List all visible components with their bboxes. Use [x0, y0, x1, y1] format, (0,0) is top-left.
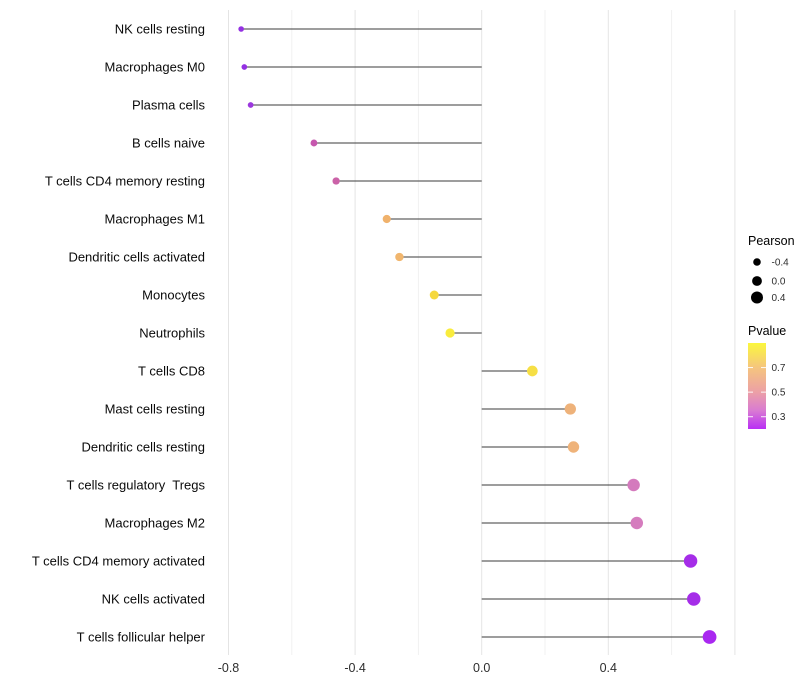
x-tick-label: 0.4 — [600, 661, 617, 675]
pearson-legend-title: Pearson — [748, 234, 795, 248]
lollipop-dot — [567, 441, 580, 453]
category-label: T cells CD8 — [138, 364, 205, 379]
category-label: NK cells activated — [102, 592, 205, 607]
pvalue-colorbar-ticks: 0.7 0.5 0.3 — [748, 363, 786, 423]
pearson-legend-label: 0.0 — [772, 277, 786, 288]
lollipop-dot — [395, 252, 404, 262]
category-label: T cells regulatory Tregs — [67, 478, 206, 493]
category-label: Mast cells resting — [105, 402, 205, 417]
lollipop-dot — [332, 177, 340, 185]
lollipop-dot — [687, 592, 701, 606]
category-label: B cells naive — [132, 136, 205, 151]
x-axis-tick-labels: -0.8 -0.4 0.0 0.4 — [218, 661, 617, 675]
lollipop-dot — [429, 290, 439, 300]
pearson-legend-dot — [753, 258, 761, 266]
pvalue-legend-title: Pvalue — [748, 324, 786, 338]
lollipop-dot — [247, 102, 254, 108]
category-label: T cells CD4 memory activated — [32, 554, 205, 569]
category-label: Dendritic cells activated — [68, 250, 205, 265]
category-label: Macrophages M1 — [105, 212, 205, 227]
x-tick-label: -0.8 — [218, 661, 240, 675]
pearson-legend-dot — [752, 276, 762, 286]
lollipop-stems — [241, 28, 710, 638]
pearson-legend-dot — [751, 291, 763, 304]
x-tick-label: 0.0 — [473, 661, 490, 675]
lollipop-dot — [564, 403, 576, 415]
pvalue-colorbar-legend: Pvalue 0.7 0.5 0.3 — [748, 324, 786, 429]
pvalue-colorbar — [748, 343, 766, 429]
pearson-legend-label: 0.4 — [772, 293, 786, 304]
lollipop-dot — [527, 365, 538, 377]
category-label: NK cells resting — [115, 22, 205, 37]
lollipop-dot — [630, 516, 644, 530]
pvalue-legend-label: 0.3 — [772, 412, 786, 423]
lollipop-dot — [702, 630, 717, 644]
category-label: Dendritic cells resting — [81, 440, 205, 455]
pearson-legend-label: -0.4 — [772, 258, 790, 269]
category-labels: NK cells resting Macrophages M0 Plasma cel… — [32, 22, 206, 645]
category-label: Plasma cells — [132, 98, 205, 113]
pvalue-legend-label: 0.7 — [772, 363, 786, 374]
category-label: Macrophages M2 — [105, 516, 205, 531]
lollipop-dots — [238, 26, 717, 644]
lollipop-dot — [445, 328, 455, 338]
lollipop-dot — [241, 64, 248, 70]
x-tick-label: -0.4 — [344, 661, 366, 675]
lollipop-dot — [238, 26, 244, 32]
pearson-legend-items: -0.4 0.0 0.4 — [751, 258, 790, 304]
lollipop-dot — [627, 478, 640, 492]
lollipop-dot — [382, 214, 391, 224]
category-label: Macrophages M0 — [105, 60, 205, 75]
lollipop-dot — [683, 554, 698, 568]
category-label: T cells CD4 memory resting — [45, 174, 205, 189]
pvalue-legend-label: 0.5 — [772, 388, 786, 399]
pearson-size-legend: Pearson -0.4 0.0 0.4 — [748, 234, 795, 304]
category-label: T cells follicular helper — [77, 630, 206, 645]
category-label: Neutrophils — [139, 326, 205, 341]
category-label: Monocytes — [142, 288, 205, 303]
lollipop-dot — [310, 139, 318, 147]
